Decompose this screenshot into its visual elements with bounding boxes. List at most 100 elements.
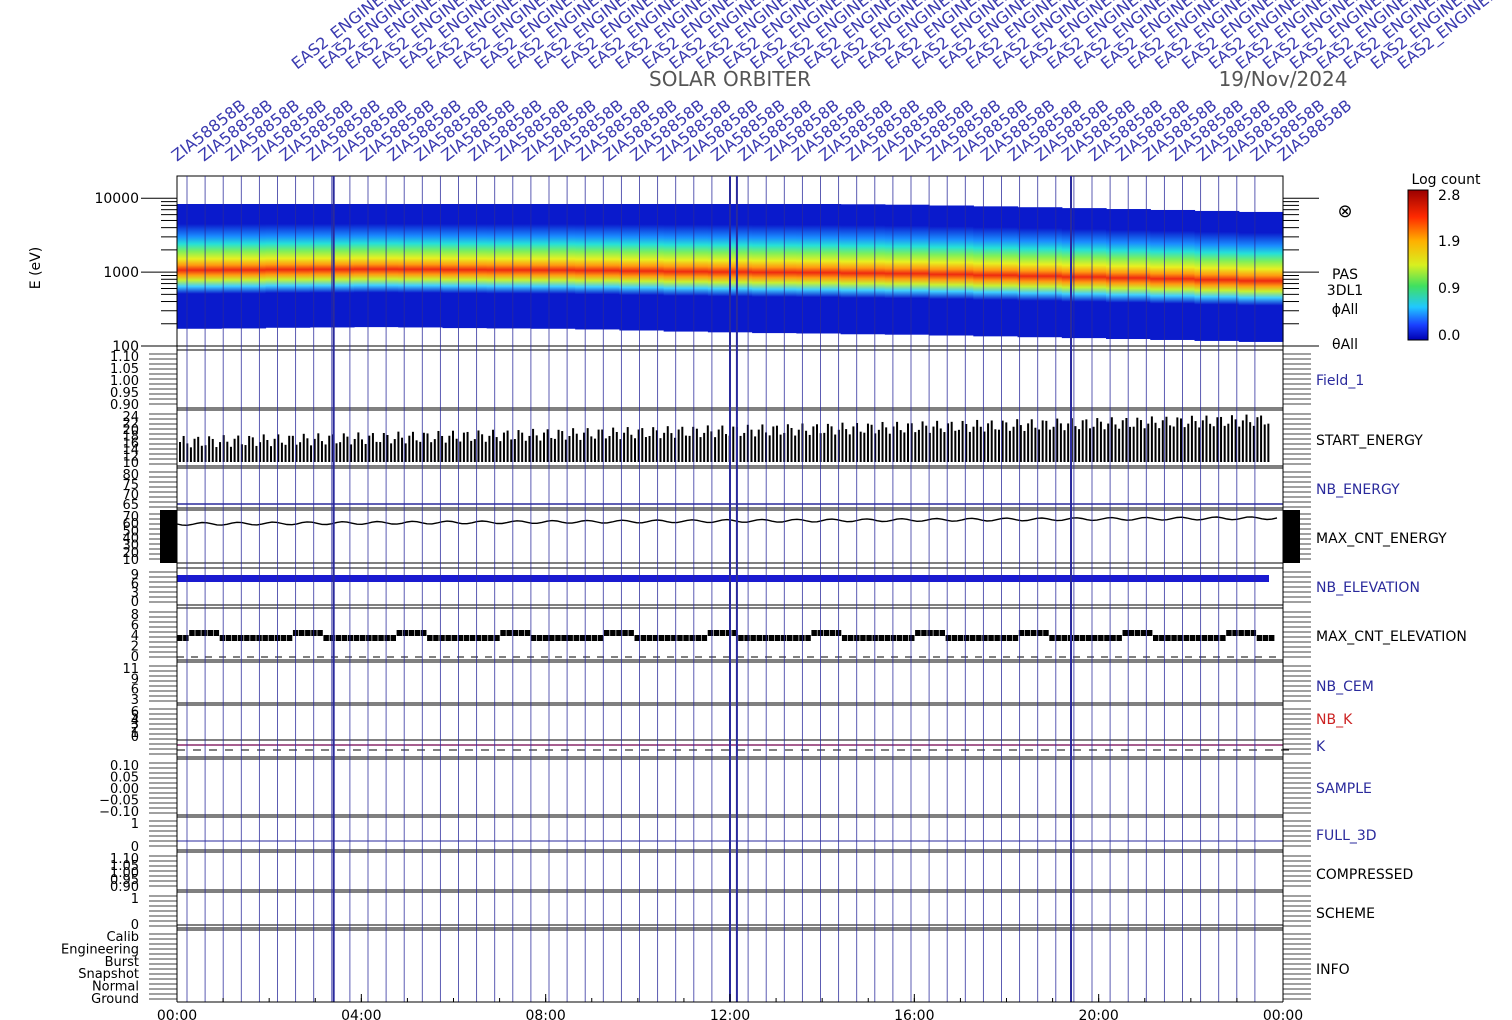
panel-tick-label: 8 bbox=[131, 608, 139, 623]
start-energy-bar bbox=[375, 441, 378, 462]
panel-label: NB_ELEVATION bbox=[1316, 580, 1420, 596]
panel-label: COMPRESSED bbox=[1316, 867, 1413, 883]
max-cnt-elevation-segment bbox=[378, 635, 384, 641]
max-cnt-elevation-segment bbox=[1104, 635, 1110, 641]
spectrogram-side-label: θAll bbox=[1332, 337, 1358, 353]
start-energy-bar bbox=[1263, 424, 1266, 462]
max-cnt-elevation-segment bbox=[762, 635, 769, 641]
start-energy-bar bbox=[1147, 423, 1150, 462]
start-energy-bar bbox=[561, 431, 564, 462]
start-energy-bar bbox=[695, 428, 698, 462]
max-cnt-elevation-segment bbox=[536, 635, 543, 641]
start-energy-bar bbox=[295, 444, 298, 462]
max-cnt-elevation-segment bbox=[780, 635, 787, 641]
start-energy-bar bbox=[659, 438, 662, 462]
max-cnt-elevation-segment bbox=[1146, 630, 1153, 636]
panel-label: FULL_3D bbox=[1316, 828, 1377, 844]
panel-tick-label: 0 bbox=[131, 650, 139, 665]
max-cnt-elevation-segment bbox=[524, 630, 531, 636]
spectrogram-column bbox=[752, 204, 797, 334]
start-energy-bar bbox=[1241, 420, 1244, 462]
panel-tick-label: 60 bbox=[122, 517, 139, 532]
start-energy-bar bbox=[637, 429, 640, 462]
start-energy-bar bbox=[262, 434, 265, 462]
start-energy-bar bbox=[885, 427, 888, 462]
start-energy-bar bbox=[987, 423, 990, 462]
max-cnt-elevation-segment bbox=[738, 635, 744, 641]
spectrogram-column bbox=[265, 204, 311, 328]
start-energy-bar bbox=[1252, 425, 1255, 462]
max-cnt-elevation-segment bbox=[933, 630, 939, 636]
start-energy-bar bbox=[1180, 418, 1182, 462]
start-energy-bar bbox=[1187, 423, 1190, 462]
start-energy-bar bbox=[583, 432, 586, 462]
spectrogram-column bbox=[177, 204, 222, 329]
max-cnt-elevation-segment bbox=[805, 635, 811, 641]
start-energy-bar bbox=[608, 436, 611, 462]
max-cnt-elevation-segment bbox=[286, 635, 293, 641]
start-energy-bar bbox=[732, 426, 735, 462]
panel-tick-label: 14 bbox=[122, 443, 139, 458]
start-energy-bar bbox=[1099, 421, 1102, 462]
start-energy-bar bbox=[419, 441, 422, 462]
start-energy-bar bbox=[699, 437, 702, 462]
max-cnt-elevation-segment bbox=[896, 635, 903, 641]
start-energy-bar bbox=[237, 435, 240, 462]
start-energy-bar bbox=[251, 437, 254, 462]
start-energy-bar bbox=[754, 436, 757, 462]
max-cnt-elevation-segment bbox=[970, 635, 976, 641]
spectrogram-column bbox=[973, 206, 1019, 337]
plot-title: SOLAR ORBITER bbox=[649, 67, 811, 91]
max-cnt-elevation-segment bbox=[1018, 630, 1025, 636]
panel-tick-label: 9 bbox=[131, 568, 139, 583]
panel-tick-label: 6 bbox=[131, 705, 139, 720]
spectrogram-side-label: ϕAll bbox=[1332, 302, 1359, 318]
start-energy-bar bbox=[947, 423, 950, 462]
start-energy-bar bbox=[492, 429, 495, 462]
max-cnt-elevation-segment bbox=[1073, 635, 1080, 641]
max-cnt-elevation-segment bbox=[1153, 635, 1159, 641]
start-energy-bar bbox=[939, 428, 942, 462]
start-energy-bar bbox=[1139, 420, 1142, 462]
spectrogram-column bbox=[575, 204, 620, 330]
max-cnt-elevation-segment bbox=[701, 635, 708, 641]
max-cnt-elevation-segment bbox=[988, 635, 994, 641]
max-cnt-elevation-segment bbox=[1110, 635, 1116, 641]
max-cnt-elevation-segment bbox=[555, 635, 561, 641]
spectrogram-column bbox=[442, 204, 488, 329]
panel-tick-label: Calib bbox=[106, 930, 139, 945]
max-cnt-elevation-segment bbox=[628, 630, 634, 636]
start-energy-bar bbox=[852, 426, 855, 462]
max-cnt-elevation-segment bbox=[1171, 635, 1177, 641]
start-energy-bar bbox=[386, 434, 389, 462]
max-cnt-elevation-segment bbox=[573, 635, 579, 641]
start-energy-bar bbox=[684, 435, 687, 462]
spectrogram-column bbox=[1017, 207, 1063, 338]
max-cnt-elevation-segment bbox=[1195, 635, 1202, 641]
max-cnt-elevation-segment bbox=[384, 635, 390, 641]
start-energy-bar bbox=[896, 421, 899, 462]
max-cnt-elevation-segment bbox=[787, 635, 793, 641]
start-energy-bar bbox=[772, 426, 775, 462]
max-cnt-elevation-segment bbox=[280, 635, 287, 641]
start-energy-bar bbox=[976, 419, 979, 462]
max-cnt-elevation-segment bbox=[451, 635, 457, 641]
max-cnt-elevation-segment bbox=[610, 630, 616, 636]
panel-tick-label: 0 bbox=[131, 918, 139, 933]
max-cnt-elevation-segment bbox=[634, 635, 640, 641]
max-cnt-elevation-segment bbox=[195, 630, 201, 636]
event-vertical-lines bbox=[186, 176, 1256, 1002]
start-energy-bar bbox=[1121, 420, 1124, 462]
spectrogram-column bbox=[796, 204, 842, 334]
start-energy-bar bbox=[568, 435, 571, 462]
max-cnt-elevation-segment bbox=[756, 635, 762, 641]
start-energy-bar bbox=[644, 437, 647, 462]
start-energy-bar bbox=[553, 438, 556, 462]
start-energy-bar bbox=[812, 426, 815, 462]
panel-tick-label: 65 bbox=[122, 498, 139, 513]
max-cnt-elevation-segment bbox=[201, 630, 207, 636]
start-energy-bar bbox=[437, 430, 440, 462]
max-cnt-elevation-segment bbox=[323, 635, 329, 641]
max-cnt-elevation-segment bbox=[866, 635, 872, 641]
start-energy-bar bbox=[302, 433, 305, 462]
